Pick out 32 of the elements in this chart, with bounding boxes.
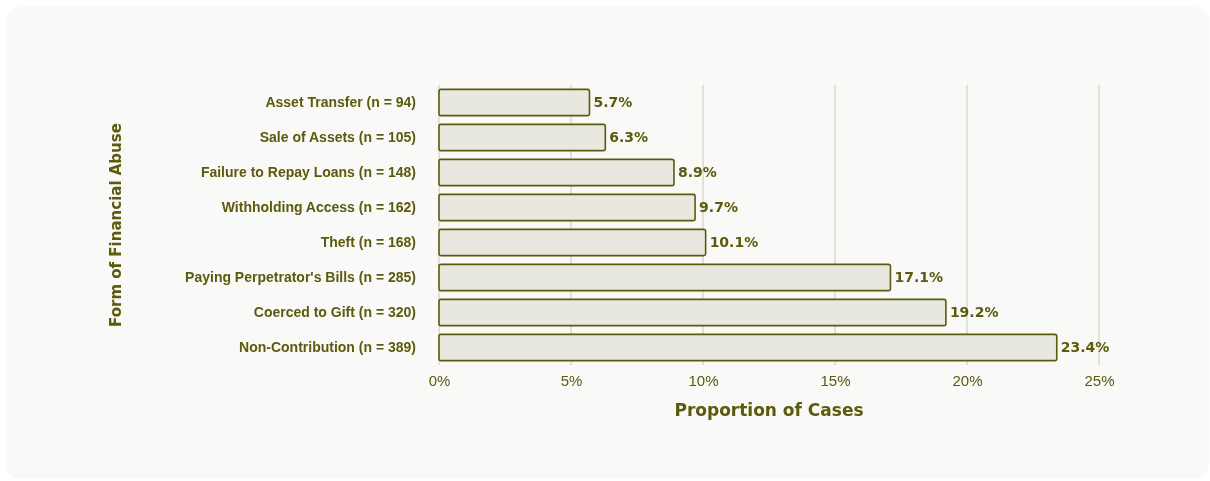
y-tick-label: Paying Perpetrator's Bills (n = 285) [185,268,416,285]
x-tick-label: 5% [560,371,583,389]
x-axis-title: Proportion of Cases [674,400,864,420]
data-label: 6.3% [609,129,649,146]
x-tick-label: 0% [428,371,451,389]
bar [438,298,947,327]
data-label: 10.1% [709,234,759,251]
y-tick-label: Withholding Access (n = 162) [221,198,416,215]
bar [438,193,696,222]
y-tick-label: Theft (n = 168) [320,233,416,250]
bar [438,263,892,292]
data-label: 8.9% [677,164,717,181]
y-tick-label: Non-Contribution (n = 389) [239,338,416,355]
bar [438,123,607,152]
data-label: 23.4% [1060,339,1110,356]
bar [438,158,675,187]
data-label: 5.7% [593,94,633,111]
y-axis-title: Form of Financial Abuse [107,123,125,327]
y-tick-label: Asset Transfer (n = 94) [265,93,416,110]
y-tick-label: Sale of Assets (n = 105) [259,128,416,145]
data-label: 17.1% [894,269,944,286]
data-label: 19.2% [949,304,999,321]
x-tick-label: 15% [820,371,851,389]
x-tick-label: 10% [688,371,719,389]
bar [438,333,1058,362]
y-tick-label: Coerced to Gift (n = 320) [253,303,416,320]
x-tick-label: 20% [952,371,983,389]
data-label: 9.7% [699,199,738,216]
y-tick-label: Failure to Repay Loans (n = 148) [200,163,416,180]
x-tick-label: 25% [1084,371,1115,389]
bar [438,228,707,257]
bar [438,88,591,117]
